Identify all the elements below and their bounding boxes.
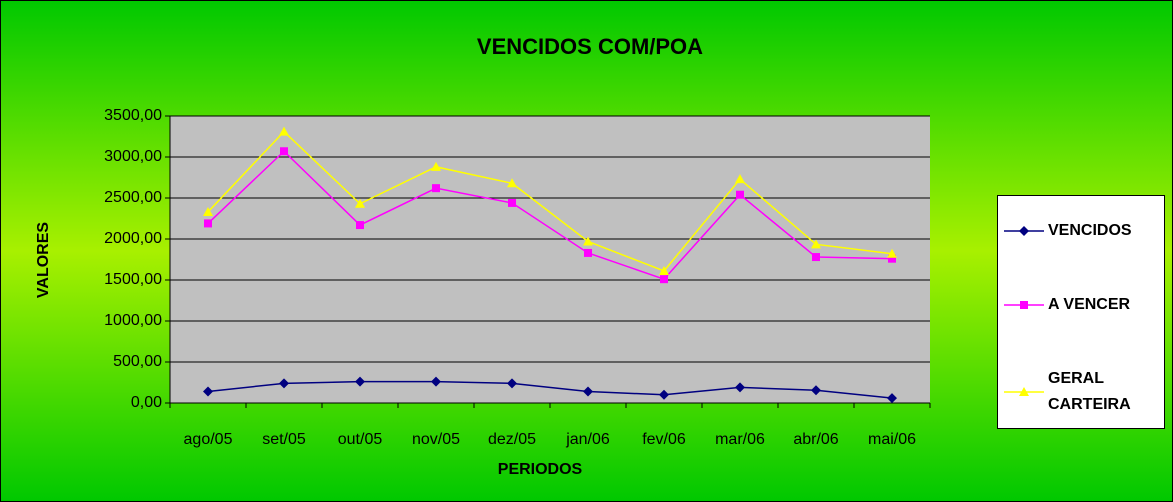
- y-tick-label: 1500,00: [104, 271, 162, 288]
- legend-label: GERAL CARTEIRA: [1048, 370, 1131, 413]
- marker: [584, 248, 592, 257]
- x-tick-label: mai/06: [868, 431, 916, 448]
- x-tick-label: abr/06: [793, 431, 838, 448]
- marker: [356, 221, 364, 230]
- y-tick-label: 3000,00: [104, 148, 162, 165]
- marker: [735, 382, 745, 393]
- x-tick-label: nov/05: [412, 431, 460, 448]
- marker: [355, 198, 365, 208]
- x-tick-label: set/05: [262, 431, 306, 448]
- marker: [1019, 226, 1029, 236]
- marker: [1019, 387, 1029, 396]
- y-axis-label: VALORES: [35, 222, 52, 298]
- marker: [507, 178, 517, 188]
- y-tick-label: 1000,00: [104, 312, 162, 329]
- marker: [203, 386, 213, 397]
- legend-icon: [1004, 387, 1044, 396]
- series-line: [207, 150, 893, 281]
- x-tick-label: fev/06: [642, 431, 686, 448]
- y-tick-label: 2500,00: [104, 189, 162, 206]
- x-tick-label: jan/06: [565, 431, 610, 448]
- legend-label: A VENCER: [1048, 296, 1131, 313]
- y-tick-label: 500,00: [113, 353, 162, 370]
- chart-title: VENCIDOS COM/POA: [477, 34, 703, 59]
- series-line: [207, 130, 893, 272]
- marker: [431, 161, 441, 171]
- marker: [507, 378, 517, 389]
- x-tick-label: mar/06: [715, 431, 765, 448]
- marker: [355, 376, 365, 387]
- marker: [1020, 301, 1028, 309]
- marker: [432, 184, 440, 193]
- marker: [887, 393, 897, 404]
- marker: [736, 190, 744, 199]
- marker: [660, 275, 668, 284]
- legend-item: GERAL CARTEIRA: [1004, 366, 1158, 418]
- legend-label: VENCIDOS: [1048, 222, 1132, 239]
- marker: [279, 378, 289, 389]
- x-tick-label: out/05: [338, 431, 383, 448]
- marker: [583, 236, 593, 246]
- legend-icon: [1004, 226, 1044, 236]
- marker: [887, 248, 897, 258]
- x-tick-label: ago/05: [184, 431, 233, 448]
- marker: [812, 253, 820, 262]
- marker: [204, 219, 212, 228]
- y-tick-label: 0,00: [131, 394, 162, 411]
- legend-item: A VENCER: [1004, 292, 1158, 318]
- series-line: [207, 380, 893, 399]
- x-tick-label: dez/05: [488, 431, 536, 448]
- legend-icon: [1004, 301, 1044, 309]
- marker: [659, 389, 669, 400]
- marker: [811, 239, 821, 249]
- marker: [811, 385, 821, 396]
- marker: [508, 198, 516, 207]
- marker: [203, 206, 213, 216]
- marker: [583, 386, 593, 397]
- marker: [659, 265, 669, 275]
- marker: [279, 126, 289, 136]
- marker: [735, 174, 745, 184]
- marker: [431, 376, 441, 387]
- marker: [280, 147, 288, 156]
- y-tick-label: 2000,00: [104, 230, 162, 247]
- y-tick-label: 3500,00: [104, 107, 162, 124]
- x-axis-label: PERIODOS: [498, 461, 583, 478]
- marker: [888, 254, 896, 263]
- legend: VENCIDOS A VENCER GERAL CARTEIRA: [997, 195, 1165, 429]
- legend-item: VENCIDOS: [1004, 218, 1158, 244]
